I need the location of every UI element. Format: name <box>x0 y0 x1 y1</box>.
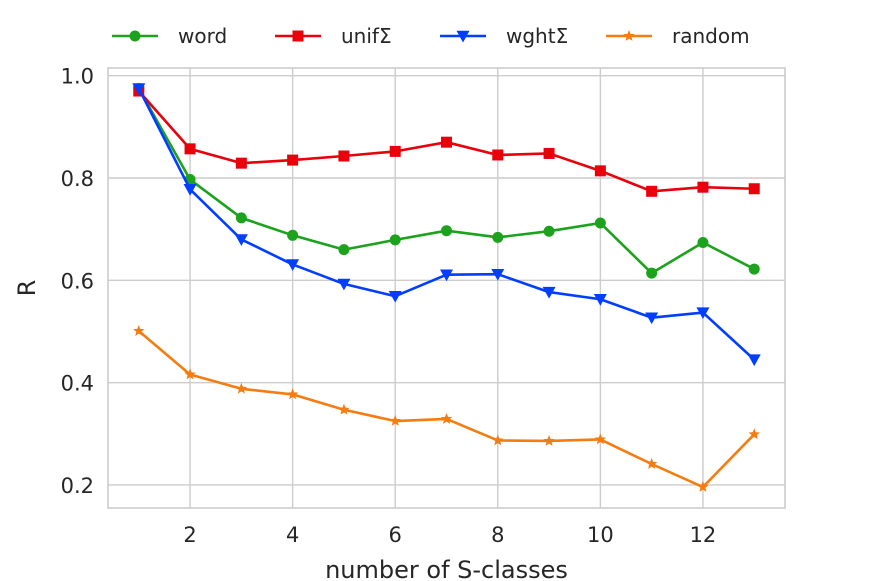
legend-label: random <box>672 24 750 48</box>
legend-entry: random <box>606 24 750 48</box>
data-point <box>389 234 401 246</box>
data-point <box>234 234 248 246</box>
data-point <box>747 354 761 367</box>
data-point <box>287 154 299 166</box>
y-tick-label: 0.4 <box>61 372 94 396</box>
data-point <box>697 481 709 492</box>
series-line <box>137 87 756 361</box>
legend-label: wghtΣ <box>506 24 568 48</box>
y-tick-label: 0.8 <box>61 167 94 191</box>
x-tick-label: 4 <box>286 523 299 547</box>
series-unif <box>133 85 760 197</box>
data-point <box>543 225 555 237</box>
data-point <box>441 225 452 237</box>
data-point <box>594 433 607 445</box>
data-point <box>646 185 658 197</box>
x-tick-label: 6 <box>389 523 402 547</box>
series-line <box>137 87 755 275</box>
data-point <box>235 382 248 394</box>
series-line <box>137 329 756 489</box>
data-point <box>645 458 658 469</box>
legend-entry: wghtΣ <box>440 24 568 48</box>
legend-label: unifΣ <box>341 24 392 48</box>
grid <box>108 68 785 508</box>
data-point <box>338 150 350 162</box>
x-tick-label: 2 <box>183 523 196 547</box>
data-point <box>696 307 710 320</box>
y-tick-label: 0.6 <box>61 269 94 293</box>
data-point <box>542 286 556 299</box>
series-wght <box>132 83 761 367</box>
data-point <box>183 184 197 196</box>
data-point <box>338 403 350 415</box>
data-point <box>594 165 606 177</box>
y-tick-label: 1.0 <box>61 65 94 89</box>
data-point <box>440 269 453 282</box>
data-point <box>645 312 659 325</box>
data-point <box>492 434 504 446</box>
y-axis-title: R <box>13 280 41 297</box>
x-tick-label: 12 <box>690 523 717 547</box>
legend-label: word <box>178 24 227 48</box>
series-layer <box>132 82 761 492</box>
data-point <box>235 212 247 224</box>
series-random <box>133 324 760 492</box>
data-point <box>593 294 607 306</box>
data-point <box>748 428 760 440</box>
data-point <box>594 217 606 229</box>
data-point <box>492 149 504 161</box>
data-point <box>389 415 401 426</box>
data-point <box>184 143 196 155</box>
data-point <box>492 231 504 243</box>
data-point <box>440 412 453 424</box>
x-tick-label: 10 <box>587 523 614 547</box>
data-point <box>748 263 760 275</box>
data-point <box>287 229 299 241</box>
data-point <box>338 244 350 256</box>
data-point <box>389 145 401 157</box>
data-point <box>133 324 145 336</box>
data-point <box>491 268 505 281</box>
data-point <box>235 157 247 169</box>
data-point <box>132 83 146 95</box>
data-point <box>646 267 658 279</box>
series-word <box>133 82 760 279</box>
data-point <box>748 183 760 195</box>
x-axis-title: number of S-classes <box>325 556 568 581</box>
data-point <box>697 181 709 193</box>
legend-marker <box>456 30 470 43</box>
data-point <box>286 388 299 400</box>
legend-entry: word <box>112 24 227 48</box>
legend-marker <box>292 30 304 42</box>
legend-marker <box>129 30 141 42</box>
data-point <box>543 147 555 159</box>
y-tick-label: 0.2 <box>61 474 94 498</box>
data-point <box>697 236 709 248</box>
data-point <box>286 259 300 271</box>
data-point <box>441 136 452 148</box>
legend: word unifΣ wghtΣ random <box>112 24 750 48</box>
x-tick-labels: 2 4 6 8 10 12 <box>183 523 716 547</box>
plot-frame <box>107 67 786 509</box>
y-tick-labels: 0.2 0.4 0.6 0.8 1.0 <box>61 65 94 498</box>
legend-entry: unifΣ <box>275 24 392 48</box>
data-point <box>337 278 351 291</box>
data-point <box>543 434 555 446</box>
legend-marker <box>623 30 635 41</box>
data-point <box>388 290 402 303</box>
x-tick-label: 8 <box>491 523 504 547</box>
data-point <box>184 368 196 380</box>
